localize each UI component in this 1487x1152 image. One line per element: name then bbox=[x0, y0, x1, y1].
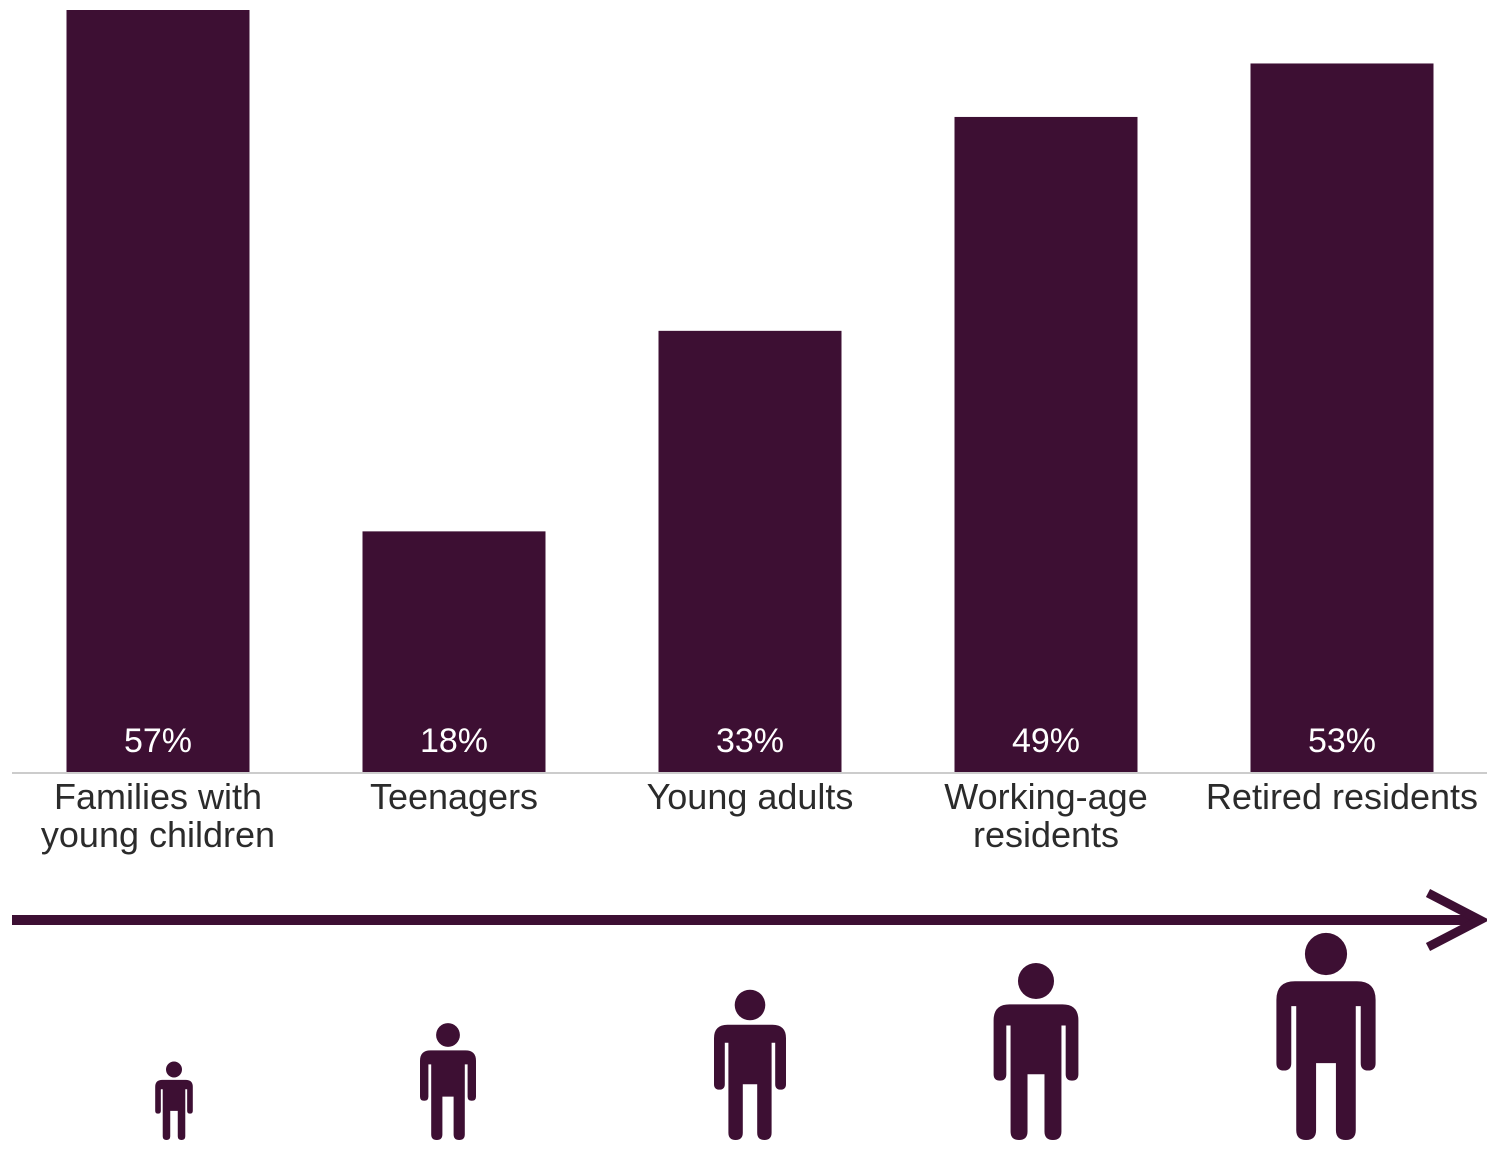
person-head bbox=[734, 989, 766, 1021]
bar-value-label: 49% bbox=[1012, 722, 1080, 760]
bar bbox=[66, 10, 250, 772]
person-icon bbox=[155, 1061, 193, 1140]
category-label: Young adults bbox=[646, 776, 854, 817]
person-body bbox=[155, 1079, 193, 1140]
arrow-head bbox=[1425, 889, 1487, 951]
bar-value-label: 57% bbox=[124, 722, 192, 760]
person-body bbox=[993, 1004, 1079, 1140]
person-body bbox=[420, 1050, 476, 1140]
person-body bbox=[714, 1024, 786, 1140]
category-label: Working-age residents bbox=[944, 776, 1148, 855]
person-head bbox=[166, 1061, 182, 1078]
person-head bbox=[1304, 932, 1348, 976]
category-label: Teenagers bbox=[369, 776, 539, 817]
icons-layer bbox=[155, 932, 1376, 1140]
person-icon bbox=[993, 962, 1079, 1140]
category-label: Families with young children bbox=[40, 776, 276, 855]
bar bbox=[362, 531, 546, 772]
bar bbox=[954, 116, 1138, 772]
person-icon bbox=[714, 989, 786, 1140]
person-body bbox=[1276, 981, 1376, 1140]
arrow-right-icon bbox=[12, 889, 1487, 951]
bars-layer: 57% 18% 33% 49% 53% bbox=[66, 10, 1434, 772]
bar-value-label: 53% bbox=[1308, 722, 1376, 760]
bar-value-label: 18% bbox=[420, 722, 488, 760]
person-head bbox=[1017, 962, 1055, 1000]
bar bbox=[1250, 63, 1434, 772]
person-icon bbox=[420, 1023, 476, 1140]
category-label: Retired residents bbox=[1205, 776, 1479, 817]
bar bbox=[658, 330, 842, 772]
person-icon bbox=[1276, 932, 1376, 1140]
person-head bbox=[436, 1023, 460, 1047]
bar-value-label: 33% bbox=[716, 722, 784, 760]
